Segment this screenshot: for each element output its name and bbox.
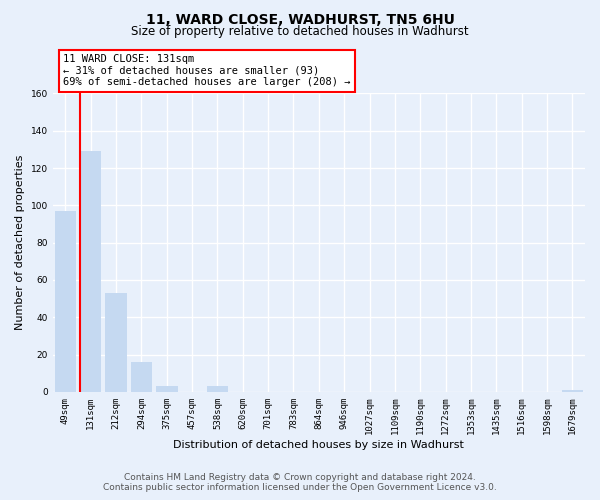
Bar bbox=[156, 386, 178, 392]
Text: 11 WARD CLOSE: 131sqm
← 31% of detached houses are smaller (93)
69% of semi-deta: 11 WARD CLOSE: 131sqm ← 31% of detached … bbox=[64, 54, 351, 88]
Bar bbox=[105, 293, 127, 392]
Y-axis label: Number of detached properties: Number of detached properties bbox=[15, 155, 25, 330]
X-axis label: Distribution of detached houses by size in Wadhurst: Distribution of detached houses by size … bbox=[173, 440, 464, 450]
Bar bbox=[131, 362, 152, 392]
Bar bbox=[55, 211, 76, 392]
Bar bbox=[562, 390, 583, 392]
Bar bbox=[206, 386, 228, 392]
Text: 11, WARD CLOSE, WADHURST, TN5 6HU: 11, WARD CLOSE, WADHURST, TN5 6HU bbox=[146, 12, 454, 26]
Bar bbox=[80, 151, 101, 392]
Text: Size of property relative to detached houses in Wadhurst: Size of property relative to detached ho… bbox=[131, 25, 469, 38]
Text: Contains HM Land Registry data © Crown copyright and database right 2024.
Contai: Contains HM Land Registry data © Crown c… bbox=[103, 473, 497, 492]
